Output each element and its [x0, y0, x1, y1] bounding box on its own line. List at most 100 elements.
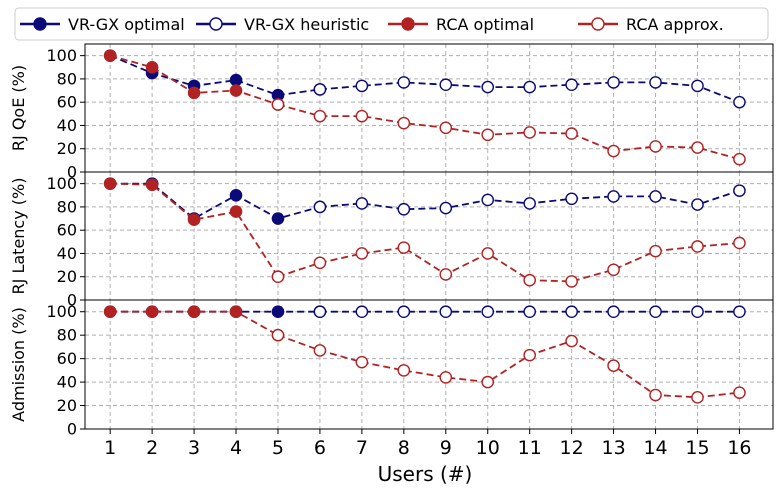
- data-point: [649, 244, 662, 258]
- data-point: [355, 305, 369, 319]
- data-point: [523, 197, 536, 210]
- series-vr-gx-heuristic: [313, 184, 746, 216]
- data-point: [565, 334, 578, 348]
- y-tick-label: 100: [46, 46, 77, 65]
- data-point: [229, 205, 243, 218]
- data-point: [145, 60, 159, 74]
- data-point: [691, 141, 704, 154]
- panel-frame: [84, 43, 774, 173]
- data-point: [355, 109, 369, 123]
- data-point: [397, 241, 411, 254]
- data-point: [355, 355, 369, 369]
- x-tick-label: 14: [643, 437, 667, 459]
- data-point: [523, 80, 536, 94]
- data-point: [649, 388, 662, 402]
- y-tick-label: 100: [46, 302, 77, 321]
- y-axis-label: RJ Latency (%): [9, 178, 28, 295]
- data-point: [565, 305, 578, 319]
- data-point: [481, 305, 495, 319]
- y-tick-label: 20: [57, 267, 77, 286]
- y-axis-label: RJ QoE (%): [9, 65, 28, 151]
- data-point: [481, 375, 495, 389]
- y-tick-label: 60: [57, 93, 77, 112]
- data-point: [691, 391, 704, 404]
- data-point: [607, 76, 620, 89]
- data-point: [439, 201, 453, 215]
- y-tick-label: 80: [57, 69, 77, 88]
- data-point: [271, 270, 285, 284]
- data-point: [523, 126, 536, 139]
- data-point: [607, 263, 620, 277]
- series-line: [109, 54, 321, 97]
- series-line: [277, 103, 740, 161]
- legend-label: RCA approx.: [626, 15, 724, 34]
- legend-label: RCA optimal: [436, 15, 534, 34]
- series-rca-approx: [271, 328, 746, 404]
- panel-frame: [84, 299, 774, 430]
- y-tick-label: 60: [57, 221, 77, 240]
- legend-swatch-marker: [209, 17, 223, 31]
- x-tick-label: 9: [440, 437, 452, 459]
- data-point: [439, 371, 453, 384]
- data-point: [439, 121, 453, 135]
- y-tick-label: 80: [57, 197, 77, 216]
- x-tick-label: 16: [727, 437, 751, 459]
- data-point: [313, 200, 327, 214]
- legend-swatch-marker: [401, 17, 415, 31]
- data-point: [397, 116, 411, 130]
- series-vr-gx-heuristic: [313, 76, 746, 109]
- legend-swatch-marker: [33, 17, 47, 31]
- y-tick-label: 20: [57, 139, 77, 158]
- data-point: [481, 80, 495, 94]
- series-rca-approx: [271, 236, 746, 288]
- data-point: [733, 184, 746, 197]
- data-point: [565, 78, 578, 92]
- y-tick-label: 80: [57, 326, 77, 345]
- data-point: [691, 198, 704, 211]
- data-point: [733, 236, 746, 250]
- x-tick-label: 5: [272, 437, 284, 459]
- x-tick-label: 15: [685, 437, 709, 459]
- data-point: [187, 86, 201, 100]
- data-point: [187, 213, 201, 227]
- y-tick-label: 40: [57, 116, 77, 135]
- data-point: [187, 305, 201, 319]
- series-line: [110, 182, 321, 220]
- data-point: [271, 98, 285, 111]
- data-point: [355, 79, 369, 93]
- x-tick-label: 2: [146, 437, 158, 459]
- data-point: [397, 305, 411, 319]
- panel-frame: [84, 171, 774, 301]
- data-point: [145, 305, 159, 319]
- legend-item-rca-approx: RCA approx.: [578, 15, 724, 34]
- data-point: [607, 305, 620, 319]
- data-point: [229, 84, 243, 97]
- y-tick-label: 40: [57, 244, 77, 263]
- data-point: [481, 128, 495, 142]
- y-axis-label: Admission (%): [9, 307, 28, 422]
- data-point: [607, 144, 620, 158]
- data-point: [733, 305, 746, 319]
- x-tick-label: 4: [230, 437, 242, 459]
- data-point: [313, 344, 327, 357]
- data-point: [313, 83, 327, 96]
- data-point: [271, 212, 285, 225]
- data-point: [481, 193, 495, 207]
- data-point: [523, 305, 536, 319]
- data-point: [103, 49, 117, 62]
- data-point: [103, 177, 117, 190]
- data-point: [649, 190, 662, 203]
- legend-item-vr-gx-heuristic: VR-GX heuristic: [196, 15, 369, 34]
- data-point: [103, 305, 117, 319]
- panel-rj-qoe: 0 20 40 60 80 100 RJ QoE (%): [9, 43, 774, 182]
- data-point: [691, 79, 704, 93]
- data-point: [229, 305, 243, 319]
- data-point: [397, 364, 411, 377]
- data-point: [313, 256, 327, 270]
- y-tick-label: 100: [46, 174, 77, 193]
- series-line: [277, 242, 740, 283]
- panel-rj-latency: 0 20 40 60 80 100 RJ Latency (%): [9, 171, 774, 310]
- x-axis-label: Users (#): [378, 462, 473, 486]
- x-tick-label: 1: [104, 437, 116, 459]
